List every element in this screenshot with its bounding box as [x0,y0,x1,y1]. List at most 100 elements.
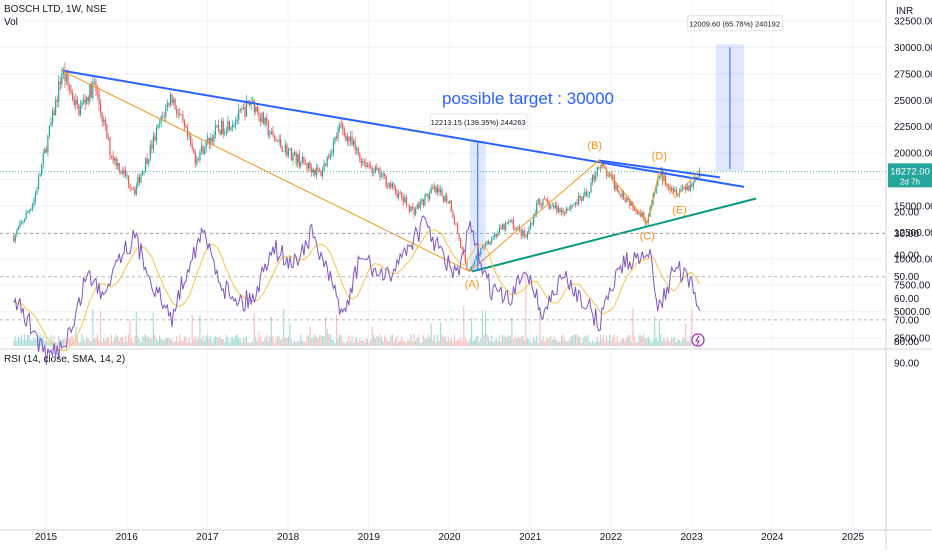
volume-bar [508,335,510,346]
candle-body [697,176,699,178]
candle-body [19,222,21,228]
candle-body [295,152,297,164]
candle-body [525,235,527,238]
candle-body [211,137,213,142]
volume-bar [500,341,502,346]
candle-body [601,163,603,168]
volume-bar [565,341,567,346]
candle-body [444,195,446,202]
volume-bar [573,334,575,346]
candle-body [626,198,628,202]
candle-body [352,140,355,145]
volume-bar [523,339,525,346]
candle-body [267,121,269,136]
candle-body [197,158,199,160]
candle-body [654,193,656,195]
candle-body [599,167,601,169]
candle-body [356,148,358,150]
volume-bar [356,337,358,346]
candle-body [446,195,448,202]
candle-body [612,174,614,178]
volume-bar [58,336,60,346]
volume-bar [655,337,657,346]
candle-body [294,152,296,155]
candle-body [533,214,535,224]
candle-body [636,211,639,214]
volume-bar [531,342,533,346]
volume-bar [391,334,393,346]
candle-body [101,113,103,122]
candle-body [371,167,373,174]
candle-body [438,187,440,193]
volume-bar [216,336,218,346]
volume-bar [587,334,589,346]
volume-bar [256,341,258,346]
candle-body [311,168,313,173]
candle-body [106,125,108,139]
candle-body [47,135,49,152]
lightning-icon[interactable] [691,333,705,347]
volume-bar [359,338,361,346]
candle-body [335,136,338,139]
volume-bar [636,341,639,346]
candle-body [618,190,620,195]
candle-body [225,131,227,133]
candle-body [194,152,196,164]
volume-bar [16,340,18,346]
rsi-sma-line [13,229,701,352]
candle-body [14,234,16,242]
volume-bar [677,338,679,346]
volume-bar [425,339,428,346]
volume-bar [517,336,519,346]
volume-bar [276,336,279,346]
candle-body [387,186,389,187]
volume-bar [280,339,282,346]
support-trendline[interactable] [471,197,757,273]
volume-bar [273,342,276,346]
volume-bar [401,337,403,346]
elliott-wave-path[interactable] [61,70,701,273]
volume-bar [456,339,459,346]
resistance-trendline[interactable] [61,69,745,188]
volume-bar [429,337,431,346]
candle-body [168,103,170,106]
volume-bar [225,334,227,346]
rsi-pane [0,215,886,365]
volume-bar [509,335,511,346]
candle-body [550,205,552,209]
candle-body [582,195,584,201]
candle-body [416,204,418,210]
volume-bar [691,309,693,346]
volume-bar [64,337,66,346]
volume-bar [568,340,570,346]
candle-body [219,130,221,135]
candle-body [641,212,643,217]
volume-bar [632,308,634,346]
inner-trendline[interactable] [598,159,720,179]
candle-body [508,220,510,223]
candle-body [298,154,300,167]
candle-body [171,94,173,103]
volume-bar [55,342,57,346]
candle-body [235,120,237,125]
candle-body [145,158,147,172]
rsi-tick-label: 90.00 [894,359,919,370]
volume-bar [134,335,136,346]
candle-body [573,204,575,206]
candle-body [51,110,54,123]
candle-body [227,121,229,132]
candle-body [576,202,578,204]
volume-bar [368,342,370,346]
candle-body [253,100,255,112]
candle-body [149,144,151,160]
candle-body [602,163,605,167]
volume-bar [534,340,536,346]
volume-bar [284,338,286,346]
candle-body [61,73,63,85]
volume-bar [93,339,96,346]
candle-body [427,194,429,199]
volume-bar [590,342,592,346]
candle-body [160,116,162,124]
candle-body [317,167,319,171]
